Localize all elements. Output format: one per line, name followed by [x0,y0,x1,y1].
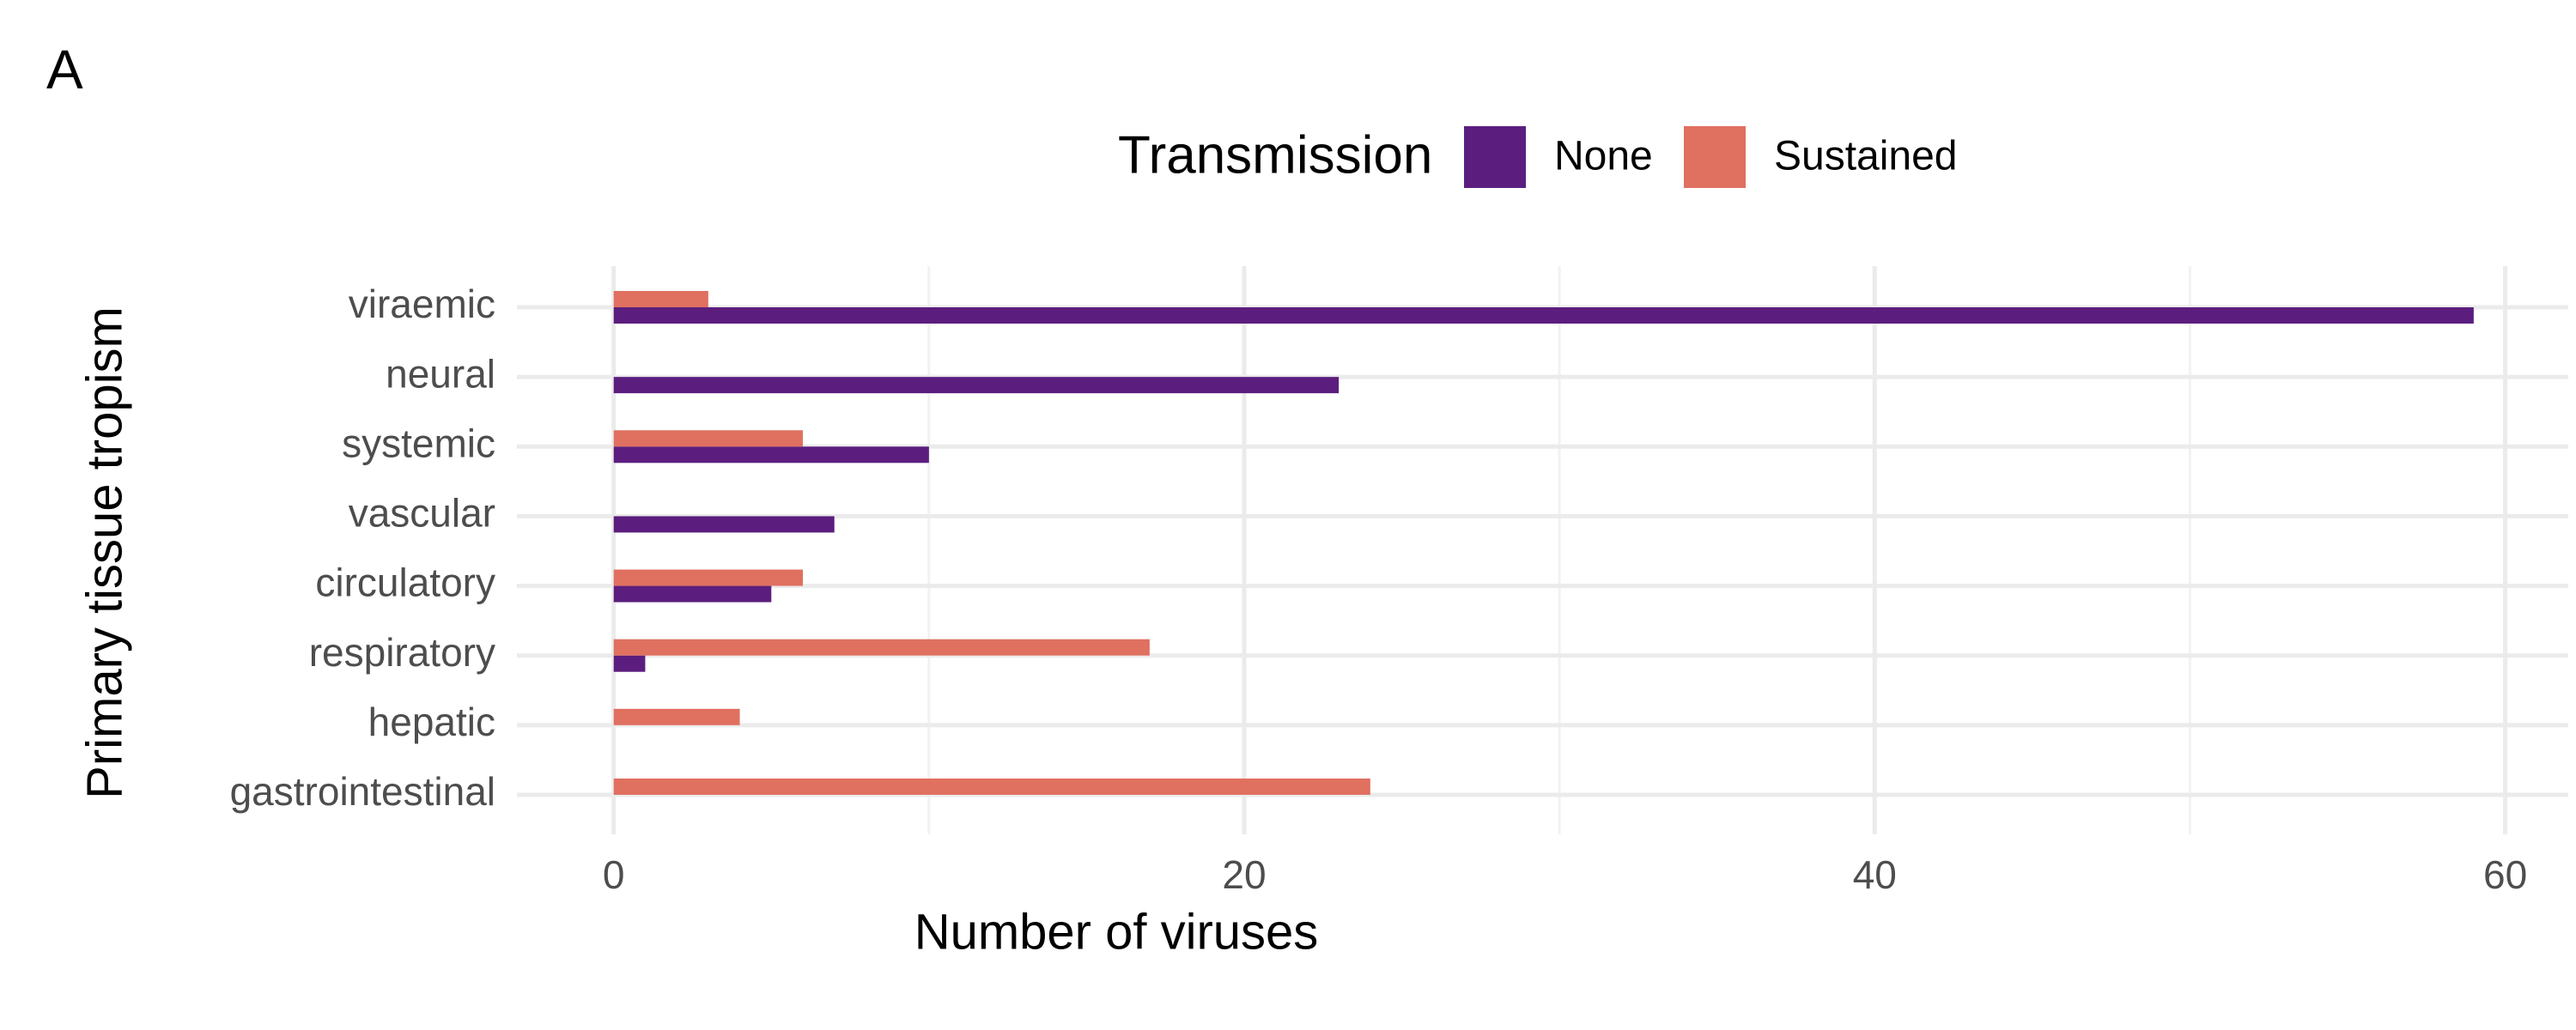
bar [613,446,929,464]
bar [613,516,835,533]
legend-label: Sustained [1774,134,1958,179]
bar [613,377,1340,394]
x-tick-label: 0 [603,852,625,897]
bar [613,585,772,603]
legend-label: None [1554,134,1653,179]
bar [613,307,2474,324]
x-tick-label: 40 [1853,852,1897,897]
x-tick-label: 20 [1222,852,1266,897]
x-tick-label: 60 [2483,852,2527,897]
bar [613,430,803,447]
y-tick-label: respiratory [309,630,495,675]
bar [613,639,1150,656]
legend-swatch [1464,126,1526,188]
bar [613,291,708,307]
x-axis-title: Number of viruses [914,904,1319,960]
bar [613,655,646,672]
y-tick-label: hepatic [368,700,495,744]
y-tick-label: gastrointestinal [230,769,495,814]
y-tick-label: circulatory [315,560,495,605]
legend-swatch [1684,126,1746,188]
y-tick-label: viraemic [349,282,495,326]
panel-label: A [46,39,83,100]
legend-title: Transmission [1118,125,1432,185]
y-axis-title: Primary tissue tropism [76,306,132,799]
bar [613,779,1370,795]
y-tick-label: systemic [342,421,495,465]
bar [613,569,803,586]
y-tick-label: vascular [349,491,495,536]
bar [613,708,740,725]
y-tick-label: neural [386,351,495,396]
